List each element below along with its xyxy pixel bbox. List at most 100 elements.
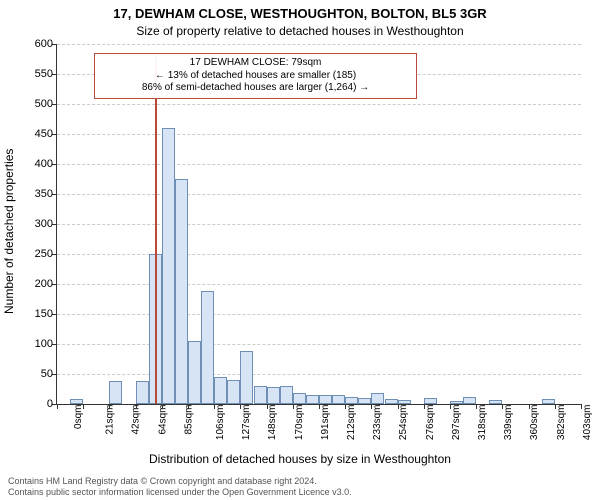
credits-text: Contains HM Land Registry data © Crown c… <box>8 476 352 498</box>
histogram-bar <box>424 398 437 404</box>
x-tick-mark <box>162 404 163 409</box>
x-tick-mark <box>136 404 137 409</box>
x-tick-mark <box>581 404 582 409</box>
y-tick-label: 500 <box>13 98 53 110</box>
x-tick-label: 64sqm <box>157 405 168 435</box>
histogram-bar <box>293 393 306 404</box>
x-tick-mark <box>109 404 110 409</box>
histogram-bar <box>201 291 214 404</box>
y-tick-label: 0 <box>13 398 53 410</box>
y-tick-label: 300 <box>13 218 53 230</box>
x-tick-mark <box>529 404 530 409</box>
y-tick-label: 550 <box>13 68 53 80</box>
x-tick-label: 403sqm <box>582 405 593 441</box>
x-tick-mark <box>371 404 372 409</box>
annotation-line-3: 86% of semi-detached houses are larger (… <box>101 82 410 95</box>
histogram-bar <box>267 387 280 404</box>
histogram-bar <box>489 400 502 404</box>
x-tick-mark <box>450 404 451 409</box>
x-tick-mark <box>57 404 58 409</box>
gridline <box>57 44 581 45</box>
x-tick-mark <box>398 404 399 409</box>
histogram-chart: 17, DEWHAM CLOSE, WESTHOUGHTON, BOLTON, … <box>0 0 600 500</box>
x-tick-label: 21sqm <box>105 405 116 435</box>
x-tick-label: 318sqm <box>477 405 488 441</box>
x-tick-label: 106sqm <box>215 405 226 441</box>
y-tick-label: 600 <box>13 38 53 50</box>
x-axis-label: Distribution of detached houses by size … <box>0 452 600 466</box>
x-tick-label: 339sqm <box>503 405 514 441</box>
x-tick-mark <box>502 404 503 409</box>
credits-line-1: Contains HM Land Registry data © Crown c… <box>8 476 352 487</box>
y-tick-label: 400 <box>13 158 53 170</box>
gridline <box>57 224 581 225</box>
histogram-bar <box>306 395 319 404</box>
histogram-bar <box>371 393 384 404</box>
x-tick-label: 85sqm <box>183 405 194 435</box>
histogram-bar <box>175 179 188 404</box>
property-marker-line <box>155 57 157 404</box>
gridline <box>57 134 581 135</box>
histogram-bar <box>240 351 253 404</box>
chart-title-sub: Size of property relative to detached ho… <box>0 24 600 38</box>
x-tick-label: 297sqm <box>451 405 462 441</box>
x-tick-label: 254sqm <box>398 405 409 441</box>
x-tick-mark <box>555 404 556 409</box>
credits-line-2: Contains public sector information licen… <box>8 487 352 498</box>
x-tick-mark <box>424 404 425 409</box>
histogram-bar <box>227 380 240 404</box>
histogram-bar <box>332 395 345 404</box>
x-tick-mark <box>83 404 84 409</box>
gridline <box>57 374 581 375</box>
y-tick-label: 200 <box>13 278 53 290</box>
histogram-bar <box>398 400 411 404</box>
x-tick-mark <box>476 404 477 409</box>
histogram-bar <box>385 399 398 404</box>
histogram-bar <box>358 398 371 404</box>
x-tick-mark <box>345 404 346 409</box>
x-tick-mark <box>188 404 189 409</box>
x-tick-label: 382sqm <box>556 405 567 441</box>
y-tick-label: 250 <box>13 248 53 260</box>
x-tick-label: 148sqm <box>267 405 278 441</box>
annotation-box: 17 DEWHAM CLOSE: 79sqm ← 13% of detached… <box>94 53 417 99</box>
y-tick-label: 450 <box>13 128 53 140</box>
x-tick-label: 42sqm <box>131 405 142 435</box>
x-tick-mark <box>293 404 294 409</box>
x-tick-label: 233sqm <box>372 405 383 441</box>
histogram-bar <box>345 397 358 404</box>
x-tick-label: 276sqm <box>425 405 436 441</box>
histogram-bar <box>162 128 175 404</box>
annotation-line-1: 17 DEWHAM CLOSE: 79sqm <box>101 57 410 70</box>
histogram-bar <box>463 397 476 404</box>
x-tick-mark <box>319 404 320 409</box>
plot-area: 0501001502002503003504004505005506000sqm… <box>56 44 581 405</box>
y-tick-label: 350 <box>13 188 53 200</box>
gridline <box>57 104 581 105</box>
histogram-bar <box>109 381 122 404</box>
histogram-bar <box>542 399 555 404</box>
histogram-bar <box>136 381 149 404</box>
gridline <box>57 254 581 255</box>
histogram-bar <box>214 377 227 404</box>
x-tick-label: 127sqm <box>241 405 252 441</box>
x-tick-label: 170sqm <box>294 405 305 441</box>
x-tick-label: 360sqm <box>529 405 540 441</box>
chart-title-main: 17, DEWHAM CLOSE, WESTHOUGHTON, BOLTON, … <box>0 6 600 21</box>
x-tick-mark <box>214 404 215 409</box>
histogram-bar <box>280 386 293 404</box>
y-tick-label: 100 <box>13 338 53 350</box>
gridline <box>57 164 581 165</box>
x-tick-label: 191sqm <box>320 405 331 441</box>
gridline <box>57 194 581 195</box>
x-tick-label: 212sqm <box>346 405 357 441</box>
histogram-bar <box>254 386 267 404</box>
x-tick-mark <box>267 404 268 409</box>
y-tick-label: 50 <box>13 368 53 380</box>
histogram-bar <box>188 341 201 404</box>
gridline <box>57 314 581 315</box>
annotation-line-2: ← 13% of detached houses are smaller (18… <box>101 70 410 83</box>
gridline <box>57 284 581 285</box>
histogram-bar <box>319 395 332 404</box>
y-tick-label: 150 <box>13 308 53 320</box>
